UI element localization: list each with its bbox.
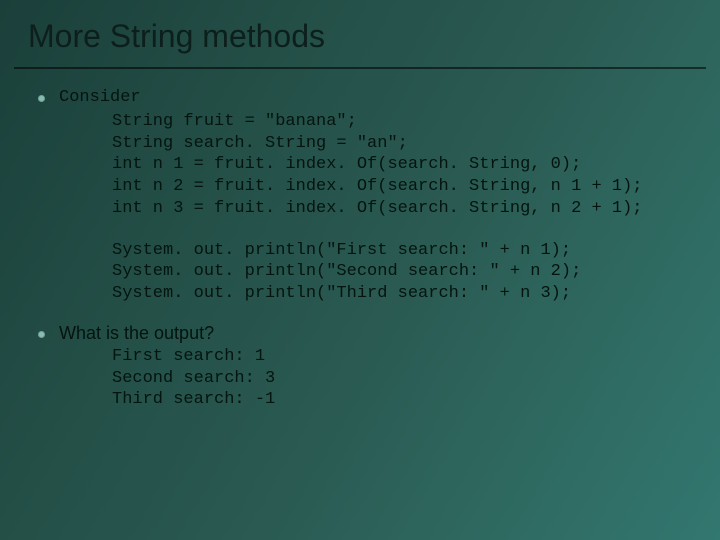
code-line: System. out. println("Second search: " +…	[112, 262, 581, 281]
bullet-icon	[38, 331, 45, 338]
output-line: First search: 1	[112, 347, 265, 366]
title-underline	[14, 67, 706, 69]
bullet-row-output: What is the output?	[38, 323, 720, 344]
spacer	[38, 305, 720, 323]
code-line: System. out. println("Third search: " + …	[112, 284, 571, 303]
slide: More String methods Consider String frui…	[0, 0, 720, 540]
code-line: int n 1 = fruit. index. Of(search. Strin…	[112, 155, 581, 174]
spacer	[38, 220, 720, 238]
bullet-row-consider: Consider	[38, 87, 720, 109]
code-line: int n 3 = fruit. index. Of(search. Strin…	[112, 199, 643, 218]
bullet-icon	[38, 95, 45, 102]
slide-content: Consider String fruit = "banana"; String…	[0, 87, 720, 411]
bullet-label-output: What is the output?	[59, 323, 214, 344]
code-block-2: System. out. println("First search: " + …	[112, 240, 720, 305]
code-line: int n 2 = fruit. index. Of(search. Strin…	[112, 177, 643, 196]
output-line: Second search: 3	[112, 369, 275, 388]
code-block-1: String fruit = "banana"; String search. …	[112, 111, 720, 220]
code-line: System. out. println("First search: " + …	[112, 241, 571, 260]
slide-title: More String methods	[0, 18, 720, 59]
output-block: First search: 1 Second search: 3 Third s…	[112, 346, 720, 411]
output-line: Third search: -1	[112, 390, 275, 409]
code-line: String search. String = "an";	[112, 134, 408, 153]
code-line: String fruit = "banana";	[112, 112, 357, 131]
bullet-label-consider: Consider	[59, 87, 141, 109]
